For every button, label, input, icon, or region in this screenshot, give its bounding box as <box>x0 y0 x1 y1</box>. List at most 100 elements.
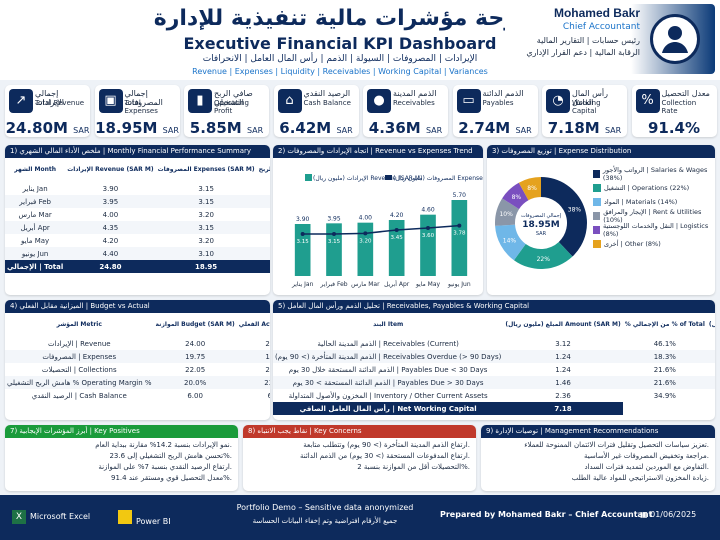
kpi-card[interactable]: ▭ الذمم الدائنة Payables 2.74M SAR <box>452 85 538 137</box>
column-header: الموازنة Budget (SAR M) <box>155 321 235 328</box>
kpi-card[interactable]: ◔ رأس المال العامل Working Capital 7.18M SA… <box>542 85 627 137</box>
table-cell: يناير Jan <box>22 184 48 193</box>
kpi-card[interactable]: ● الذمم المدينة Receivables 4.36M SAR <box>363 85 448 137</box>
column-header: صافي الربح Operating Profit (SAR M) <box>258 166 270 173</box>
column-header: الفعلي Actual (SAR M) <box>238 321 270 328</box>
nav-english[interactable]: Revenue | Expenses | Liquidity | Receiva… <box>192 67 488 76</box>
expenses-data-label: 3.78 <box>453 231 466 237</box>
table-row: الذمم المدينة المتأخرة (> 90 يوم) | Rece… <box>273 350 715 363</box>
list-item-text: تحسن هامش الربح التشغيلي إلى 23.6%. <box>109 452 232 460</box>
expense-slice <box>495 198 520 226</box>
table-cell: 3.15 <box>198 197 214 206</box>
kpi-card[interactable]: % معدل التحصيل Collection Rate 91.4% <box>631 85 717 137</box>
kpi-card[interactable]: ⌂ الرصيد النقدي Cash Balance 6.42M SAR <box>273 85 359 137</box>
table-cell: 1.24 <box>555 352 571 361</box>
table-cell: 21.6% <box>707 363 715 376</box>
expenses-data-label: 3.60 <box>422 233 435 239</box>
column-header: الإيرادات Revenue (SAR M) <box>67 166 154 173</box>
kpi-label-en: Payables <box>482 99 514 107</box>
kpi-label-en: Operating Profit <box>214 99 249 115</box>
list-item: تحسن هامش الربح التشغيلي إلى 23.6%. <box>11 451 232 462</box>
revenue-bar <box>420 214 436 276</box>
table-row: الذمم الدائنة المستحقة خلال 30 يوم | Pay… <box>273 363 715 376</box>
list-item: تعزيز سياسات التحصيل وتقليل فترات الائتم… <box>487 440 709 451</box>
monthly-panel-title: 1) ملخص الأداء المالي الشهري | Monthly F… <box>5 145 270 158</box>
table-cell: المخزون والأصول المتداولة | Inventory / … <box>288 391 488 400</box>
column-header: المصروفات Expenses (SAR M) <box>157 166 255 173</box>
table-cell: 6.42 <box>267 391 270 400</box>
table-cell: 4.40 <box>102 249 119 258</box>
total-cell: 7.18 <box>503 402 623 415</box>
donut-center-unit: SAR <box>536 231 547 237</box>
nav-arabic[interactable]: الإيرادات | المصروفات | السيولة | الذمم … <box>202 54 478 64</box>
expenses-data-label: 3.15 <box>328 239 341 245</box>
positives-title: 7) أبرز المؤشرات الإيجابية | Key Positiv… <box>5 425 238 438</box>
table-cell: 3.10 <box>198 249 214 258</box>
powerbi-icon <box>118 510 132 524</box>
table-cell: الذمم الدائنة المستحقة خلال 30 يوم | Pay… <box>288 365 488 374</box>
table-cell: 22.05 <box>185 365 206 374</box>
slice-label: 10% <box>499 211 513 218</box>
positives-panel: 7) أبرز المؤشرات الإيجابية | Key Positiv… <box>5 425 238 491</box>
x-tick-label: أبريل Apr <box>384 280 410 288</box>
profile-line-2: الرقابة المالية | دعم القرار الإداري <box>526 48 640 57</box>
legend-revenue-swatch <box>305 174 312 181</box>
list-item: ارتفاع الذمم المدينة المتأخرة (> 90 يوم)… <box>249 440 470 451</box>
x-tick-label: يناير Jan <box>291 281 314 288</box>
trend-chart: الإيرادات (مليون ريال) Revenue (SAR M) ال… <box>291 174 483 288</box>
column-header: % من الإجمالي % of Total <box>624 321 705 328</box>
kpi-card[interactable]: ▮ صافي الربح التشغيلي Operating Profit 5.85… <box>184 85 269 137</box>
expense-slice <box>495 224 526 261</box>
table-cell: فبراير Feb <box>19 197 51 206</box>
kpi-label-ar: الذمم المدينة <box>393 89 437 98</box>
donut-center-value: 18.95M <box>522 220 559 230</box>
table-cell: 18.3% <box>707 350 715 363</box>
revenue-data-label: 4.00 <box>359 215 373 222</box>
table-row: الذمم الدائنة المستحقة > 30 يوم | Payabl… <box>273 376 715 389</box>
table-cell: 20.00 <box>265 365 270 374</box>
legend-label: النقل والخدمات اللوجستية | Logistics (8%… <box>603 222 709 238</box>
table-cell: 34.9% <box>653 391 676 400</box>
trend-panel-title: 2) اتجاه الإيرادات والمصروفات | Revenue … <box>273 145 483 158</box>
table-cell: الذمم الدائنة المستحقة > 30 يوم | Payabl… <box>292 378 484 387</box>
excel-icon: X <box>12 510 26 524</box>
kpi-label-ar: إجمالي المصروفات <box>124 89 163 107</box>
table-cell: 20.0% <box>184 378 207 387</box>
list-item: معدل التحصيل قوي ومستقر عند 91.4%. <box>11 473 232 484</box>
table-row: هامش الربح التشغيلي % Operating Margin %… <box>5 376 270 389</box>
donut-center-label: إجمالي المصروفات <box>521 213 562 219</box>
table-row: الرصيد النقدي | Cash Balance6.006.42+0.4… <box>5 389 270 402</box>
table-cell: الرصيد النقدي | Cash Balance <box>31 391 127 400</box>
kpi-card[interactable]: ▣ إجمالي المصروفات Total Expenses 18.95M SA… <box>94 85 180 137</box>
list-item-text: مراجعة وتخفيض المصروفات غير الأساسية. <box>583 452 709 460</box>
table-cell: 34.9% <box>707 389 715 402</box>
revenue-data-label: 3.95 <box>327 215 341 222</box>
kpi-number: 91.4% <box>647 119 701 137</box>
expenses-data-label: 3.20 <box>359 238 372 244</box>
table-cell: 6.00 <box>187 391 203 400</box>
expense-donut: 38% 22% 14% 10% 8% 8% إجمالي المصروفات18.95MSA… <box>495 177 587 269</box>
slice-label: 8% <box>512 194 522 201</box>
kpi-value: 24.80M SAR <box>5 119 90 137</box>
kpi-value: 5.85M SAR <box>184 119 269 137</box>
kpi-label-ar: الذمم الدائنة <box>482 89 524 98</box>
list-item-text: معدل التحصيل قوي ومستقر عند 91.4%. <box>111 474 232 482</box>
table-row: المخزون والأصول المتداولة | Inventory / … <box>273 389 715 402</box>
table-cell: 0.75 <box>257 182 270 195</box>
kpi-value: 18.95M SAR <box>95 119 180 137</box>
table-cell: 3.95 <box>102 197 119 206</box>
receivables-panel: 5) تحليل الذمم ورأس المال العامل | Recei… <box>273 300 715 420</box>
demo-note-en: Portfolio Demo – Sensitive data anonymiz… <box>236 503 414 512</box>
table-row: التحصيلات | Collections22.0520.00-0.45-2… <box>5 363 270 376</box>
kpi-label-ar: رأس المال العامل <box>572 89 608 107</box>
kpi-number: 2.74M <box>458 119 511 137</box>
legend-label: الرواتب والأجور | Salaries & Wages (38%) <box>602 166 708 182</box>
list-item: نمو الإيرادات بنسبة 14.2% مقارنة ببداية … <box>11 440 232 451</box>
kpi-value: 4.36M SAR <box>363 119 448 137</box>
bar-chart-icon: ▮ <box>188 89 212 113</box>
kpi-card[interactable]: ↗ إجمالي الإيرادات Total Revenue 24.80M SAR <box>5 85 90 137</box>
receivables-table: البند Item المبلغ (مليون ريال) Amount (SA… <box>273 313 715 415</box>
total-row: رأس المال العامل الصافي | Net Working Ca… <box>273 402 715 415</box>
